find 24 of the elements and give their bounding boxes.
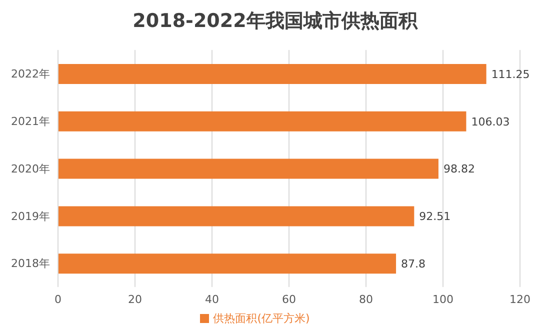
bar xyxy=(58,206,414,226)
bar xyxy=(58,111,466,132)
x-tick-label: 20 xyxy=(128,292,142,306)
y-tick-label: 2018年 xyxy=(11,257,50,270)
x-tick-label: 100 xyxy=(432,292,454,306)
x-tick-label: 40 xyxy=(205,292,219,306)
data-label: 98.82 xyxy=(443,162,475,176)
data-label: 87.8 xyxy=(401,258,426,271)
data-label: 106.03 xyxy=(471,115,510,128)
legend-label: 供热面积(亿平方米) xyxy=(213,312,310,325)
x-tick-label: 0 xyxy=(54,292,62,306)
x-tick-label: 80 xyxy=(359,292,373,306)
x-tick-label: 120 xyxy=(510,292,530,306)
y-tick-label: 2019年 xyxy=(11,210,50,223)
y-tick-label: 2020年 xyxy=(11,162,50,176)
y-tick-label: 2021年 xyxy=(11,115,50,128)
data-label: 92.51 xyxy=(419,210,451,224)
bar xyxy=(58,254,396,274)
data-label: 111.25 xyxy=(491,68,530,81)
bar xyxy=(58,158,438,179)
bar xyxy=(58,64,486,84)
y-tick-label: 2022年 xyxy=(11,68,50,81)
chart-title: 2018-2022年我国城市供热面积 xyxy=(132,9,419,34)
x-tick-label: 60 xyxy=(282,292,296,306)
